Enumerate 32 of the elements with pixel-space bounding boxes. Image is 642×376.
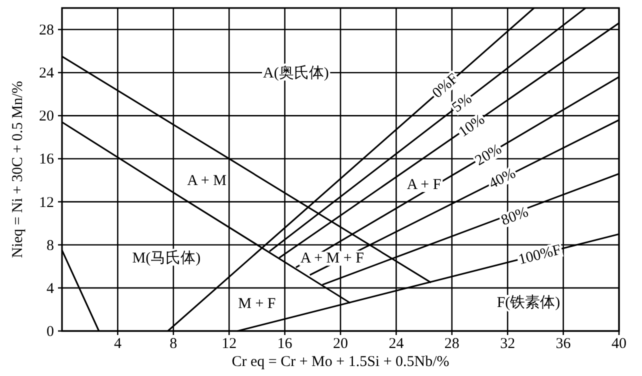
annotation: 10% xyxy=(456,112,488,141)
annotation: 40% xyxy=(486,166,518,192)
annotation: M(马氏体) xyxy=(132,250,201,267)
x-tick-label: 8 xyxy=(170,336,178,352)
y-tick-label: 24 xyxy=(39,66,54,82)
x-tick-label: 16 xyxy=(277,336,293,352)
y-tick-label: 4 xyxy=(46,280,54,297)
annotation: 20% xyxy=(472,141,505,170)
x-tick-label: 36 xyxy=(556,336,572,352)
y-tick-label: 12 xyxy=(39,194,54,211)
annotation: A + F xyxy=(406,177,442,194)
x-tick-label: 20 xyxy=(333,336,348,352)
annotation: M + F xyxy=(238,296,276,312)
annotation: A + M xyxy=(187,173,226,190)
annotation: 80% xyxy=(499,204,531,230)
annotation: A(奥氏体) xyxy=(263,64,329,82)
y-tick-label: 0 xyxy=(46,324,54,340)
x-tick-label: 4 xyxy=(114,336,122,352)
x-tick-label: 32 xyxy=(500,336,516,352)
annotation: 100%F xyxy=(516,242,563,268)
x-tick-label: 28 xyxy=(444,336,460,352)
y-tick-label: 8 xyxy=(46,238,54,254)
x-tick-label: 12 xyxy=(222,336,237,352)
y-tick-label: 20 xyxy=(39,108,54,125)
x-axis-title: Cr eq = Cr + Mo + 1.5Si + 0.5Nb/% xyxy=(232,354,450,370)
y-axis-title: Nieq = Ni + 30C + 0.5 Mn/% xyxy=(10,80,26,258)
x-tick-label: 24 xyxy=(388,336,404,352)
y-tick-label: 28 xyxy=(39,22,54,39)
annotation: F(铁素体) xyxy=(496,294,560,311)
annotation: A + M + F xyxy=(300,250,364,267)
x-tick-label: 40 xyxy=(612,336,626,352)
y-tick-label: 16 xyxy=(39,152,54,168)
